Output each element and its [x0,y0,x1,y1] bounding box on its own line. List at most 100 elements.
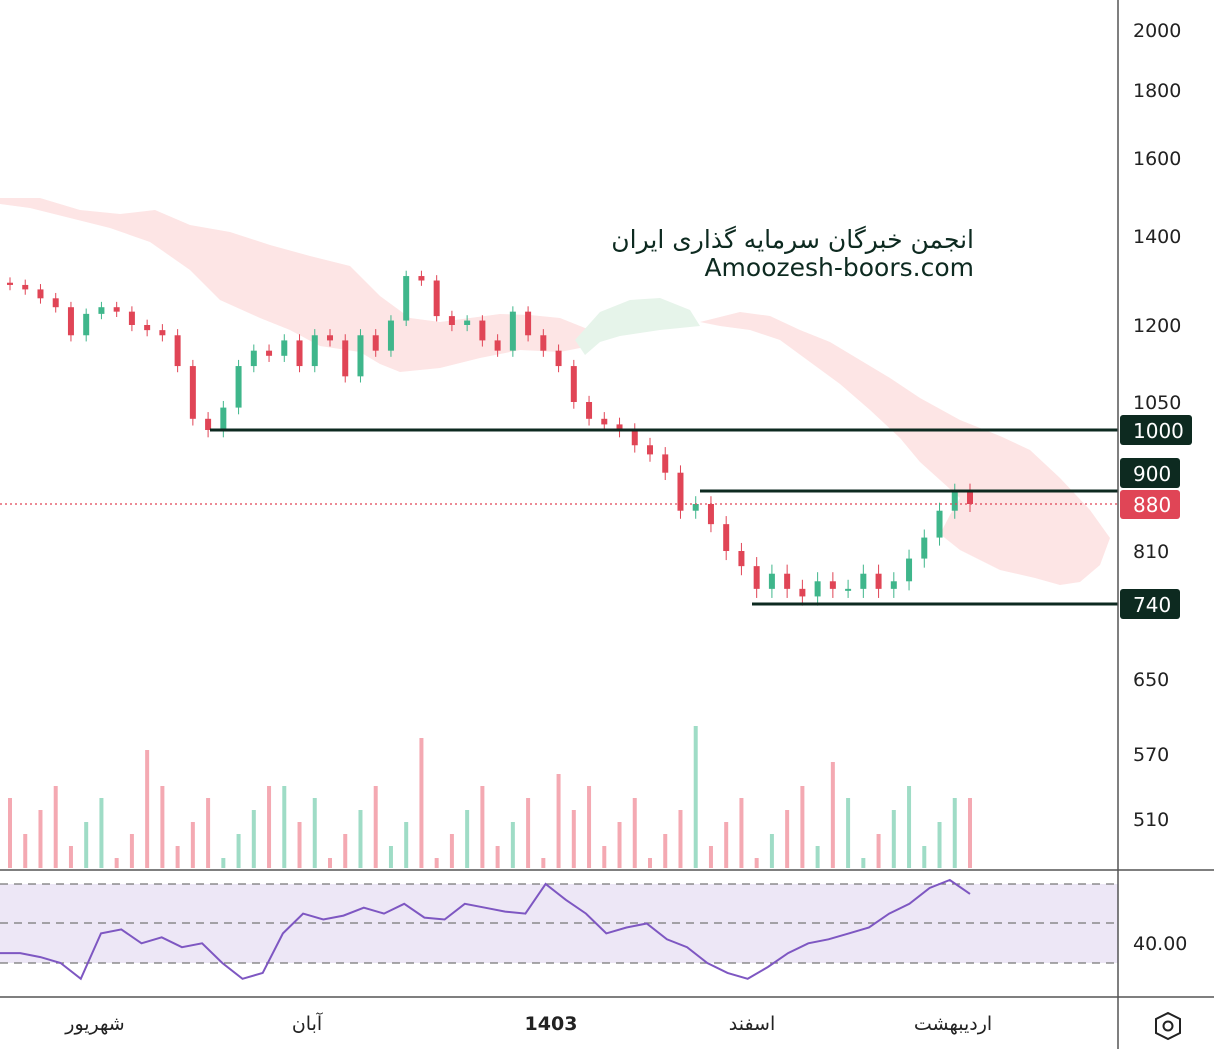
candle-body [448,316,455,325]
volume-bar [830,762,835,868]
candle-body [707,504,714,525]
volume-bar [68,846,73,868]
candle-body [890,581,897,589]
candle-body [555,350,562,367]
volume-bar [206,798,211,868]
rsi-pane [0,869,1214,998]
volume-bar [99,798,104,868]
candle-body [159,330,166,336]
rsi-band [0,884,1118,963]
volume-bar [282,786,287,868]
volume-bar [861,858,866,868]
candle-body [418,276,425,281]
candle-body [98,307,105,314]
volume-bar [785,810,790,868]
candle-body [906,558,913,582]
volume-bar [907,786,912,868]
price-tick: 2000 [1133,20,1181,42]
level-label-1000-bg [1120,415,1192,445]
volume-bar [221,858,226,868]
time-label-year: 1403 [525,1013,578,1035]
candlesticks [7,270,973,606]
volume-bar [510,822,515,868]
volume-bar [129,834,134,868]
candle-body [936,510,943,538]
volume-bar [267,786,272,868]
volume-bar [373,786,378,868]
volume-bar [495,846,500,868]
candle-body [845,588,852,591]
volume-bar [251,810,256,868]
volume-bar [84,822,89,868]
candle-body [67,307,74,336]
volume-bar [53,786,58,868]
rsi-axis-tick: 40.00 [1133,933,1187,955]
candle-body [829,581,836,589]
volume-bar [526,798,531,868]
price-tick: 1200 [1133,315,1181,337]
volume-bar [480,786,485,868]
cloud-red-lower [700,312,1110,585]
volume-bar [632,798,637,868]
price-axis[interactable]: 2000 1800 1600 1400 1200 1050 810 650 57… [1133,20,1181,831]
volume-bar [465,810,470,868]
volume-bar [708,846,713,868]
candle-body [7,282,13,285]
volume-bar [800,786,805,868]
price-tick: 1600 [1133,148,1181,170]
candle-body [235,366,242,408]
volume-bar [587,786,592,868]
volume-bar [404,822,409,868]
volume-bar [663,834,668,868]
candle-body [692,504,699,511]
price-tick: 650 [1133,669,1169,691]
volume-bar [648,858,652,868]
level-lines [0,428,1118,606]
candle-body [83,313,90,336]
volume-bar [160,786,165,868]
volume-bar [236,834,241,868]
candle-body [921,537,928,559]
level-label-1000: 1000 [1133,419,1184,443]
candle-body [281,340,288,356]
price-tick: 510 [1133,809,1169,831]
volume-bar [571,810,576,868]
settings-hexagon-icon[interactable] [1155,1011,1181,1041]
candle-body [753,566,760,589]
volume-bar [937,822,942,868]
candle-body [403,276,410,321]
volume-bar [358,810,363,868]
cloud-red-upper [0,198,600,372]
last-price-label: 880 [1133,493,1171,517]
volume-bar [328,858,332,868]
candle-body [387,320,394,351]
volume-bar [8,798,12,868]
volume-bar [556,774,561,868]
level-label-740: 740 [1133,593,1171,617]
volume-bar [388,846,393,868]
rsi-line [0,878,971,981]
candle-body [525,311,532,336]
volume-bar [145,750,150,868]
candle-body [266,350,273,356]
volume-bar [23,834,28,868]
volume-bar [769,834,774,868]
candle-body [250,350,257,367]
candle-body [586,402,593,419]
volume-bar [114,858,119,868]
candle-body [951,491,958,511]
candle-body [113,307,120,312]
candle-body [327,335,333,341]
candle-body [311,335,318,367]
price-tick: 1800 [1133,80,1181,102]
volume-bar [541,858,546,868]
volume-bar [449,834,454,868]
volume-bar [602,846,607,868]
candle-body [220,407,227,430]
time-axis[interactable]: شهریور آبان 1403 اسفند اردیبهشت [64,1011,992,1035]
candle-body [540,335,547,351]
volume-bar [754,858,759,868]
volume-bar [297,822,302,868]
candle-body [479,320,486,341]
